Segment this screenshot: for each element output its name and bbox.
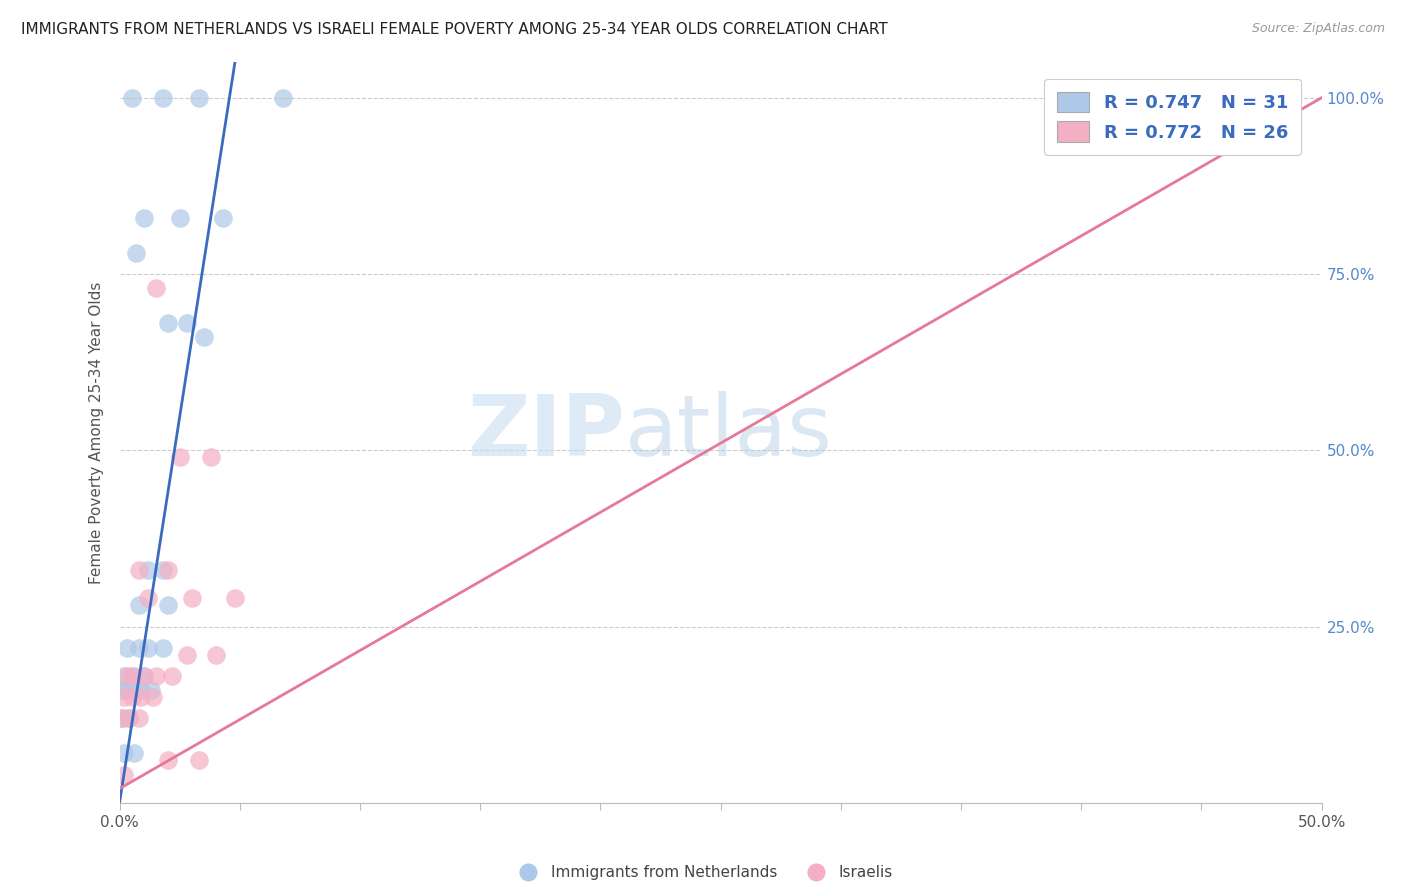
- Point: [224, 591, 246, 606]
- Point: [112, 747, 135, 761]
- Point: [212, 211, 235, 225]
- Point: [176, 648, 198, 662]
- Point: [152, 563, 174, 577]
- Point: [138, 640, 160, 655]
- Point: [125, 245, 148, 260]
- Point: [122, 683, 145, 698]
- Point: [138, 591, 160, 606]
- Point: [1118, 91, 1140, 105]
- Point: [111, 683, 134, 698]
- Point: [111, 711, 134, 725]
- Text: atlas: atlas: [624, 391, 832, 475]
- Point: [156, 316, 179, 330]
- Point: [111, 711, 134, 725]
- Point: [128, 599, 150, 613]
- Point: [152, 91, 174, 105]
- Point: [169, 450, 191, 465]
- Point: [112, 669, 135, 683]
- Point: [145, 669, 167, 683]
- Point: [156, 754, 179, 768]
- Point: [121, 690, 143, 704]
- Point: [271, 91, 294, 105]
- Point: [132, 669, 155, 683]
- Point: [121, 669, 143, 683]
- Point: [156, 599, 179, 613]
- Point: [152, 640, 174, 655]
- Point: [129, 683, 152, 698]
- Text: IMMIGRANTS FROM NETHERLANDS VS ISRAELI FEMALE POVERTY AMONG 25-34 YEAR OLDS CORR: IMMIGRANTS FROM NETHERLANDS VS ISRAELI F…: [21, 22, 887, 37]
- Text: Source: ZipAtlas.com: Source: ZipAtlas.com: [1251, 22, 1385, 36]
- Point: [122, 669, 145, 683]
- Point: [132, 211, 155, 225]
- Point: [145, 281, 167, 295]
- Point: [139, 683, 162, 698]
- Point: [187, 754, 209, 768]
- Point: [122, 747, 145, 761]
- Point: [118, 711, 141, 725]
- Point: [115, 669, 138, 683]
- Point: [115, 683, 138, 698]
- Point: [112, 690, 135, 704]
- Point: [162, 669, 184, 683]
- Legend: R = 0.747   N = 31, R = 0.772   N = 26: R = 0.747 N = 31, R = 0.772 N = 26: [1045, 78, 1301, 155]
- Point: [128, 711, 150, 725]
- Point: [121, 91, 143, 105]
- Text: ZIP: ZIP: [467, 391, 624, 475]
- Point: [156, 563, 179, 577]
- Point: [128, 640, 150, 655]
- Point: [180, 591, 202, 606]
- Point: [200, 450, 222, 465]
- Point: [176, 316, 198, 330]
- Point: [112, 767, 135, 781]
- Point: [129, 690, 152, 704]
- Point: [118, 711, 141, 725]
- Point: [187, 91, 209, 105]
- Point: [204, 648, 226, 662]
- Point: [132, 669, 155, 683]
- Point: [128, 563, 150, 577]
- Point: [138, 563, 160, 577]
- Point: [115, 640, 138, 655]
- Point: [169, 211, 191, 225]
- Legend: Immigrants from Netherlands, Israelis: Immigrants from Netherlands, Israelis: [513, 865, 893, 880]
- Point: [193, 330, 215, 344]
- Y-axis label: Female Poverty Among 25-34 Year Olds: Female Poverty Among 25-34 Year Olds: [89, 282, 104, 583]
- Point: [142, 690, 165, 704]
